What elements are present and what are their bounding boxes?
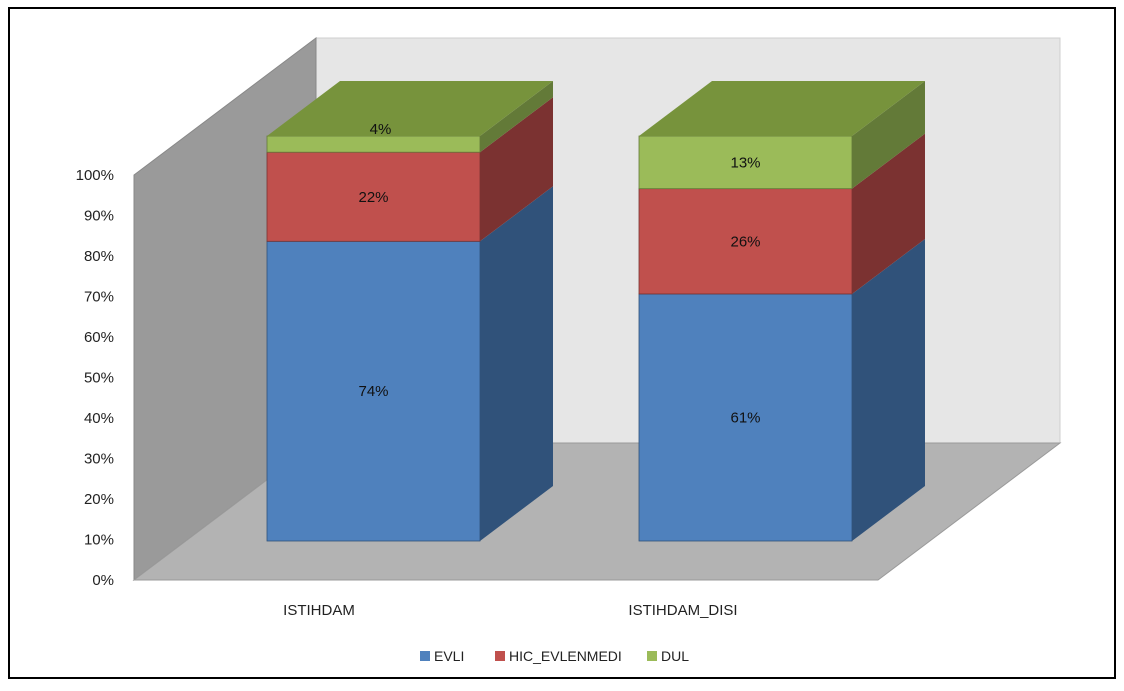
bar-segment-side <box>852 81 925 189</box>
y-tick-label: 20% <box>84 491 114 508</box>
bar-segment-front <box>638 293 853 542</box>
y-tick-label: 70% <box>84 289 114 306</box>
legend-swatch <box>647 651 657 661</box>
y-tick-label: 100% <box>76 167 114 184</box>
legend: EVLI HIC_EVLENMEDI DUL <box>420 648 689 664</box>
x-category-label: ISTIHDAM_DISI <box>628 602 737 619</box>
legend-item: HIC_EVLENMEDI <box>495 648 622 664</box>
bar-segment-side <box>480 81 553 153</box>
bar-segment-side <box>852 238 925 541</box>
bar-segment-front <box>638 135 853 190</box>
y-tick-label: 10% <box>84 532 114 549</box>
y-tick-label: 0% <box>92 572 114 589</box>
y-tick-label: 90% <box>84 208 114 225</box>
bar-segment-front <box>266 135 481 153</box>
bar-segment-side <box>480 186 553 542</box>
y-tick-label: 40% <box>84 410 114 427</box>
data-label: 26% <box>730 233 760 250</box>
x-axis-categories: ISTIHDAM ISTIHDAM_DISI <box>283 602 737 619</box>
y-tick-label: 60% <box>84 329 114 346</box>
legend-label: EVLI <box>434 648 464 664</box>
data-label: 61% <box>730 409 760 426</box>
legend-swatch <box>420 651 430 661</box>
y-tick-label: 50% <box>84 370 114 387</box>
bar-segment-front <box>266 151 481 242</box>
bar-top-face <box>639 81 925 136</box>
legend-label: HIC_EVLENMEDI <box>509 648 622 664</box>
y-axis-ticks: 0% 10% 20% 30% 40% 50% 60% 70% 80% 90% 100% <box>76 167 114 589</box>
y-tick-label: 80% <box>84 248 114 265</box>
bar-top-face <box>267 81 553 136</box>
legend-label: DUL <box>661 648 689 664</box>
bar-segment-front <box>638 188 853 295</box>
data-label: 4% <box>370 121 392 138</box>
bars: 74% 22% 4% 61% 26% 13% <box>266 81 925 542</box>
bar-segment-side <box>480 97 553 242</box>
legend-item: DUL <box>647 648 689 664</box>
bar-segment-front <box>266 240 481 542</box>
bar-segment-side <box>852 133 925 294</box>
data-label: 74% <box>358 383 388 400</box>
x-category-label: ISTIHDAM <box>283 602 355 619</box>
y-tick-label: 30% <box>84 451 114 468</box>
data-label: 13% <box>730 154 760 171</box>
legend-swatch <box>495 651 505 661</box>
legend-item: EVLI <box>420 648 464 664</box>
data-label: 22% <box>358 189 388 206</box>
